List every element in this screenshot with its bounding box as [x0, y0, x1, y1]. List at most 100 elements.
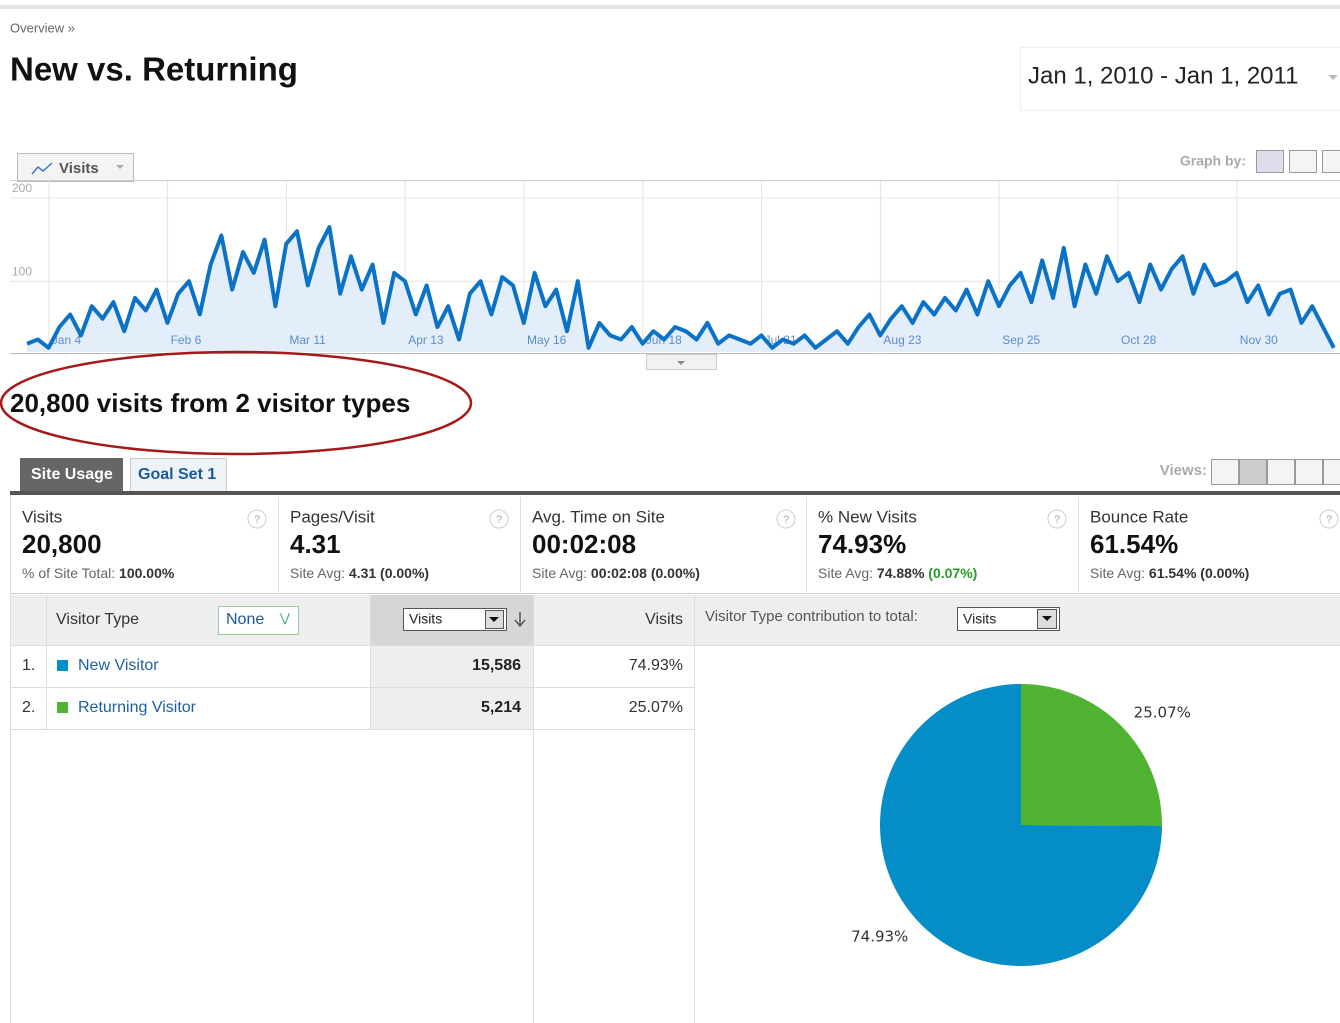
metric-value: 61.54% [1090, 529, 1178, 559]
metric-label: Bounce Rate [1090, 507, 1188, 526]
pivot-view[interactable] [1323, 459, 1340, 485]
graph-by-label: Graph by: [1180, 153, 1246, 169]
line-icon [31, 162, 53, 175]
area [27, 227, 1334, 352]
help-icon[interactable] [489, 509, 509, 529]
graph-by-buttons[interactable] [1256, 150, 1340, 173]
pie-label: 25.07% [1134, 703, 1191, 721]
pie-select-value[interactable]: Visits [963, 611, 996, 627]
note-part: Site Avg: [532, 565, 587, 581]
metric-label: Pages/Visit [290, 507, 375, 526]
help-mark: ? [783, 514, 789, 526]
compare-view[interactable] [1295, 459, 1323, 485]
x-tick-label: Sep 25 [1002, 333, 1040, 347]
select-arrow [489, 617, 499, 622]
metric-note: Site Avg: 74.88% (0.07%) [818, 565, 977, 581]
date-arrow [1328, 75, 1338, 80]
note-part: 61.54% (0.00%) [1149, 565, 1249, 581]
views-label: Views: [1160, 462, 1207, 479]
help-icon[interactable] [1319, 509, 1339, 529]
tab-arrow [116, 165, 124, 169]
help-mark: ? [1054, 514, 1060, 526]
x-tick-label: Nov 30 [1240, 333, 1278, 347]
note-part: 4.31 (0.00%) [349, 565, 429, 581]
top-rule [0, 5, 1340, 9]
pie-select[interactable] [957, 607, 1060, 631]
table-rows: 1. New Visitor 15,586 74.93% 2. Returning Vis… [22, 657, 683, 716]
graph-metric[interactable]: Visits [59, 160, 99, 177]
metric-note: Site Avg: 61.54% (0.00%) [1090, 565, 1249, 581]
help-mark: ? [496, 514, 502, 526]
segment-select[interactable] [218, 606, 299, 635]
tab-rule [10, 491, 1340, 495]
metric-value: 00:02:08 [532, 529, 636, 559]
metric-value: 4.31 [290, 529, 341, 559]
date-box[interactable] [1020, 47, 1340, 111]
segment-arrow: ⋁ [279, 611, 290, 625]
day-button[interactable] [1256, 150, 1284, 173]
y-tick-label: 200 [12, 181, 32, 195]
row-percent: 25.07% [629, 699, 683, 716]
view-buttons[interactable] [1211, 459, 1340, 485]
table-view[interactable] [1211, 459, 1239, 485]
row-number: 2. [22, 699, 35, 716]
metrics: Visits 20,800 % of Site Total: 100.00% ? Pa… [22, 497, 1339, 592]
row-percent: 74.93% [629, 657, 683, 674]
metric-value: 20,800 [22, 529, 102, 559]
tab-label[interactable]: Goal Set 1 [138, 466, 216, 483]
tab-label[interactable]: Site Usage [31, 466, 113, 483]
pie-slice [879, 684, 1162, 966]
help-mark: ? [254, 514, 260, 526]
note-part: % of Site Total: [22, 565, 115, 581]
x-tick-label: Mar 11 [289, 333, 326, 347]
note-part: Site Avg: [1090, 565, 1145, 581]
metric-note: Site Avg: 00:02:08 (0.00%) [532, 565, 700, 581]
x-tick-label: May 16 [527, 333, 567, 347]
metric-label: % New Visits [818, 507, 917, 526]
pie-view[interactable] [1239, 459, 1267, 485]
perf-view[interactable] [1267, 459, 1295, 485]
sort-arrow [514, 612, 526, 628]
summary: 20,800 visits from 2 visitor types [10, 388, 410, 418]
x-tick-label: Oct 28 [1121, 333, 1157, 347]
pie-label: 74.93% [851, 928, 908, 946]
select-arrow [1042, 616, 1052, 621]
metric-value[interactable]: Visits [409, 611, 442, 627]
x-tick-label: Jan 4 [52, 333, 82, 347]
row-visits: 5,214 [481, 699, 521, 716]
tab[interactable] [130, 458, 227, 492]
help-mark: ? [1326, 514, 1332, 526]
month-button[interactable] [1322, 150, 1340, 173]
legend-swatch [57, 660, 68, 671]
line [26, 225, 1336, 350]
row-number: 1. [22, 657, 35, 674]
x-tick-label: Apr 13 [408, 333, 444, 347]
metric-select[interactable] [403, 608, 507, 631]
tab-active[interactable] [20, 458, 123, 492]
col-header[interactable]: Visitor Type [56, 611, 139, 628]
y-tick-label: 100 [12, 264, 32, 278]
row-visits: 15,586 [472, 657, 521, 674]
help-icon[interactable] [247, 509, 267, 529]
pie-slice [1021, 684, 1162, 826]
note-part: 100.00% [119, 565, 175, 581]
help-icon[interactable] [1047, 509, 1067, 529]
metric-note: % of Site Total: 100.00% [22, 565, 175, 581]
row-name[interactable]: New Visitor [78, 657, 159, 674]
help-icon[interactable] [776, 509, 796, 529]
note-part: 00:02:08 (0.00%) [591, 565, 700, 581]
row-name[interactable]: Returning Visitor [78, 699, 197, 716]
metric-label: Visits [22, 507, 62, 526]
x-tick-label: Aug 23 [883, 333, 921, 347]
date-range[interactable]: Jan 1, 2010 - Jan 1, 2011 [1028, 62, 1298, 89]
week-button[interactable] [1289, 150, 1317, 173]
page-title: New vs. Returning [10, 51, 298, 88]
x-tick-label: Feb 6 [171, 333, 202, 347]
breadcrumb[interactable]: Overview » [10, 20, 75, 35]
note-part: (0.07%) [928, 565, 977, 581]
note-part: Site Avg: [290, 565, 345, 581]
segment-value[interactable]: None [226, 611, 264, 628]
